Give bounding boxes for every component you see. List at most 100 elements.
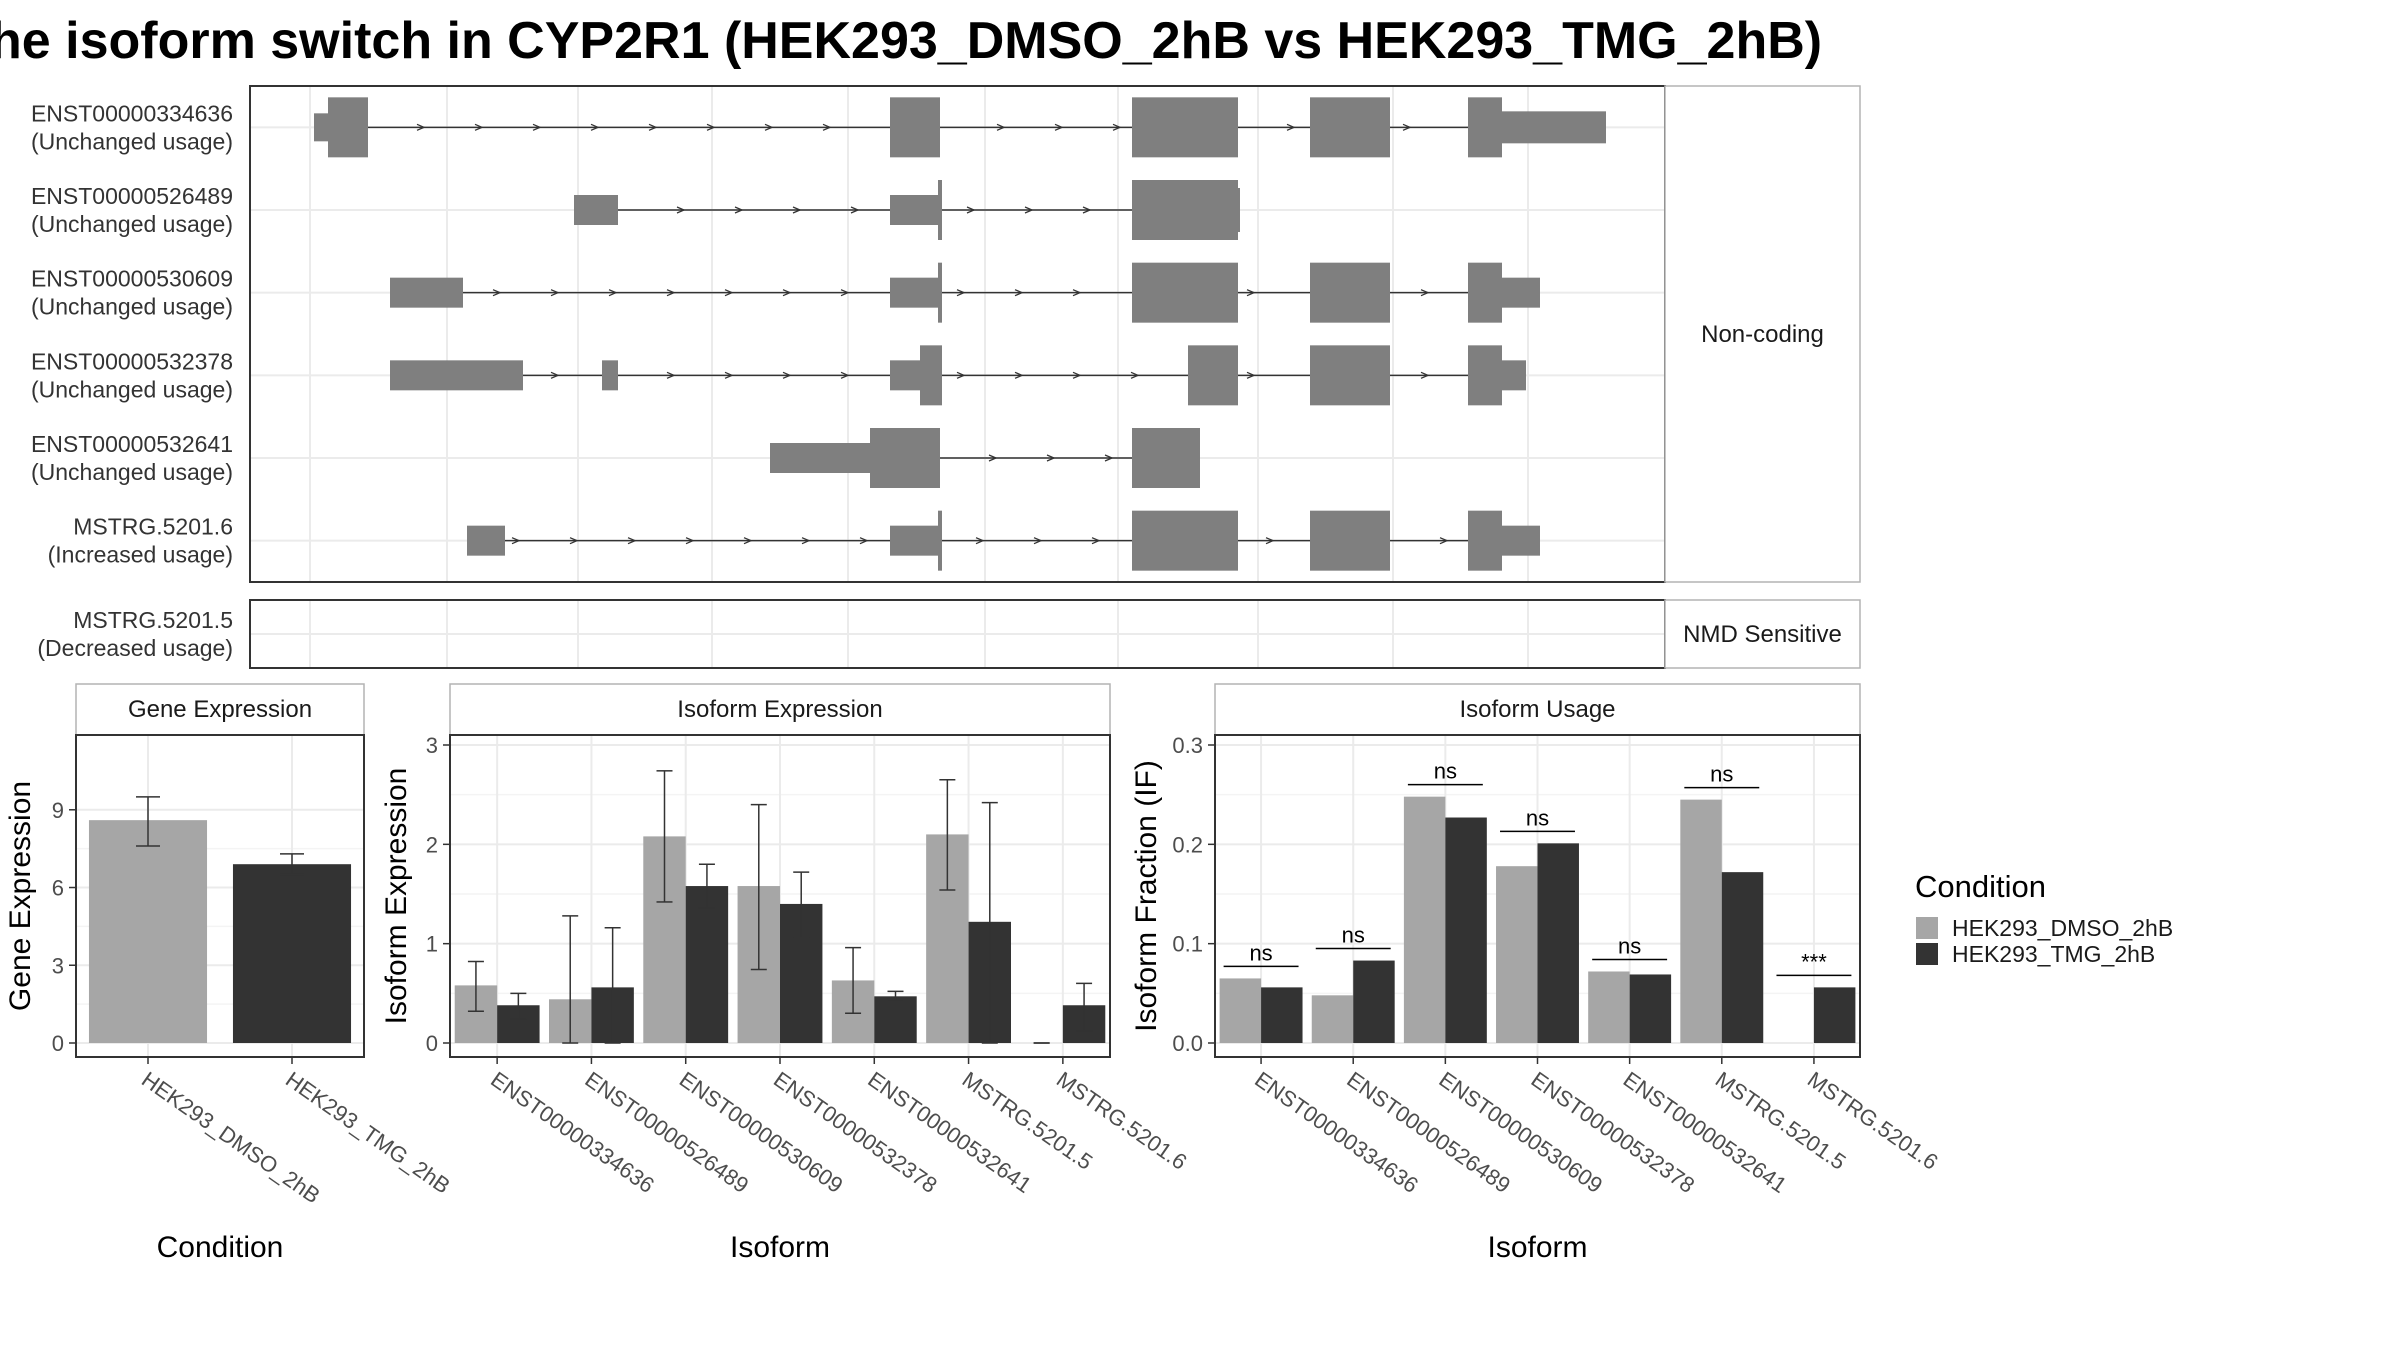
transcript-usage-label: (Decreased usage) bbox=[37, 635, 233, 661]
x-tick-label: ENST00000532641 bbox=[1619, 1067, 1792, 1198]
strand-arrow bbox=[840, 371, 850, 379]
strand-arrow bbox=[956, 371, 966, 379]
isoform-usage-panel: Isoform Usage 0.0 0.1 0.2 0.3 ns ns ns ns ns ns ***… bbox=[1130, 683, 1943, 1264]
exon bbox=[890, 277, 938, 308]
strand-arrow bbox=[850, 206, 860, 214]
y-tick-label: 0 bbox=[52, 1031, 64, 1056]
x-tick-label: ENST00000530609 bbox=[675, 1067, 848, 1198]
exon bbox=[1502, 111, 1606, 144]
figure-title: he isoform switch in CYP2R1 (HEK293_DMSO… bbox=[0, 12, 1822, 70]
strand-arrow bbox=[1091, 537, 1101, 545]
structure-panel-background bbox=[250, 86, 1665, 582]
exon bbox=[938, 180, 942, 240]
strand-arrow bbox=[1130, 371, 1140, 379]
transcript-usage-label: (Unchanged usage) bbox=[31, 376, 233, 402]
strand-arrow bbox=[1104, 454, 1114, 462]
strand-arrow bbox=[1402, 123, 1412, 131]
y-tick-label: 1 bbox=[426, 932, 438, 957]
exon bbox=[938, 510, 942, 571]
strand-arrow bbox=[685, 537, 695, 545]
strand-arrow bbox=[1014, 289, 1024, 297]
strand-arrow bbox=[743, 537, 753, 545]
x-tick-label: ENST00000526489 bbox=[581, 1067, 754, 1198]
bar bbox=[232, 864, 352, 1043]
exon bbox=[890, 525, 938, 556]
exon bbox=[770, 443, 870, 473]
exon bbox=[890, 195, 938, 225]
strand-arrow bbox=[608, 289, 618, 297]
bar bbox=[1219, 978, 1262, 1043]
strand-arrow bbox=[822, 123, 832, 131]
x-tick-label: ENST00000532378 bbox=[1527, 1067, 1700, 1198]
transcript-id-label: ENST00000532641 bbox=[31, 431, 233, 457]
strand-arrow bbox=[676, 206, 686, 214]
y-tick-label: 9 bbox=[52, 798, 64, 823]
strand-arrow bbox=[1420, 371, 1430, 379]
structure-facet-1: MSTRG.5201.5(Decreased usage) NMD Sensiti… bbox=[37, 599, 1861, 669]
bar bbox=[1311, 995, 1354, 1043]
strand-arrow bbox=[956, 289, 966, 297]
exon bbox=[467, 525, 505, 556]
bar bbox=[1261, 987, 1303, 1043]
facet-strip bbox=[1664, 599, 1861, 669]
panel-strip-label: Isoform Usage bbox=[1459, 696, 1615, 723]
isoform-expression-panel: Isoform Expression0123ENST00000334636ENS… bbox=[380, 683, 1192, 1264]
strand-arrow bbox=[648, 123, 658, 131]
bar bbox=[1629, 974, 1672, 1043]
exon bbox=[920, 345, 942, 406]
strand-arrow bbox=[532, 123, 542, 131]
strand-arrow bbox=[666, 289, 676, 297]
y-tick-label: 0.0 bbox=[1172, 1031, 1203, 1056]
exon bbox=[1502, 360, 1526, 391]
bar bbox=[88, 820, 208, 1043]
strand-arrow bbox=[1286, 123, 1296, 131]
transcript-id-label: ENST00000526489 bbox=[31, 183, 233, 209]
x-tick-label: ENST00000334636 bbox=[1250, 1067, 1423, 1198]
strand-arrow bbox=[511, 537, 521, 545]
strand-arrow bbox=[840, 289, 850, 297]
exon bbox=[602, 360, 618, 391]
strand-arrow bbox=[859, 537, 869, 545]
facet-strip bbox=[1664, 85, 1861, 583]
facet-strip-label: NMD Sensitive bbox=[1683, 621, 1842, 648]
transcript-id-label: ENST00000532378 bbox=[31, 348, 233, 374]
bar bbox=[1680, 799, 1722, 1043]
strand-arrow bbox=[1246, 371, 1256, 379]
legend-label: HEK293_TMG_2hB bbox=[1952, 941, 2155, 967]
y-axis-label: Gene Expression bbox=[4, 781, 37, 1011]
strand-arrow bbox=[1246, 289, 1256, 297]
strand-arrow bbox=[1439, 537, 1449, 545]
y-tick-label: 3 bbox=[426, 733, 438, 758]
exon bbox=[574, 195, 618, 225]
exon bbox=[1502, 525, 1540, 556]
significance-label: ns bbox=[1434, 759, 1457, 784]
strand-arrow bbox=[1024, 206, 1034, 214]
strand-arrow bbox=[627, 537, 637, 545]
bar bbox=[1813, 987, 1856, 1043]
y-axis-label: Isoform Expression bbox=[380, 768, 413, 1025]
strand-arrow bbox=[1046, 454, 1056, 462]
panel-strip-label: Gene Expression bbox=[128, 696, 312, 723]
exon bbox=[328, 97, 368, 158]
strand-arrow bbox=[474, 123, 484, 131]
exon bbox=[1468, 262, 1502, 323]
strand-arrow bbox=[734, 206, 744, 214]
strand-arrow bbox=[1054, 123, 1064, 131]
strand-arrow bbox=[550, 289, 560, 297]
exon bbox=[890, 360, 920, 391]
bar bbox=[685, 886, 729, 1043]
y-tick-label: 0 bbox=[426, 1031, 438, 1056]
exon bbox=[390, 360, 523, 391]
exon bbox=[1188, 345, 1238, 406]
bar bbox=[1353, 960, 1395, 1043]
strand-arrow bbox=[1072, 289, 1082, 297]
strand-arrow bbox=[782, 371, 792, 379]
strand-arrow bbox=[1082, 206, 1092, 214]
strand-arrow bbox=[764, 123, 774, 131]
panel-strip bbox=[449, 683, 1111, 736]
panel-strip-label: Isoform Expression bbox=[677, 696, 882, 723]
y-tick-label: 3 bbox=[52, 953, 64, 978]
strand-arrow bbox=[801, 537, 811, 545]
